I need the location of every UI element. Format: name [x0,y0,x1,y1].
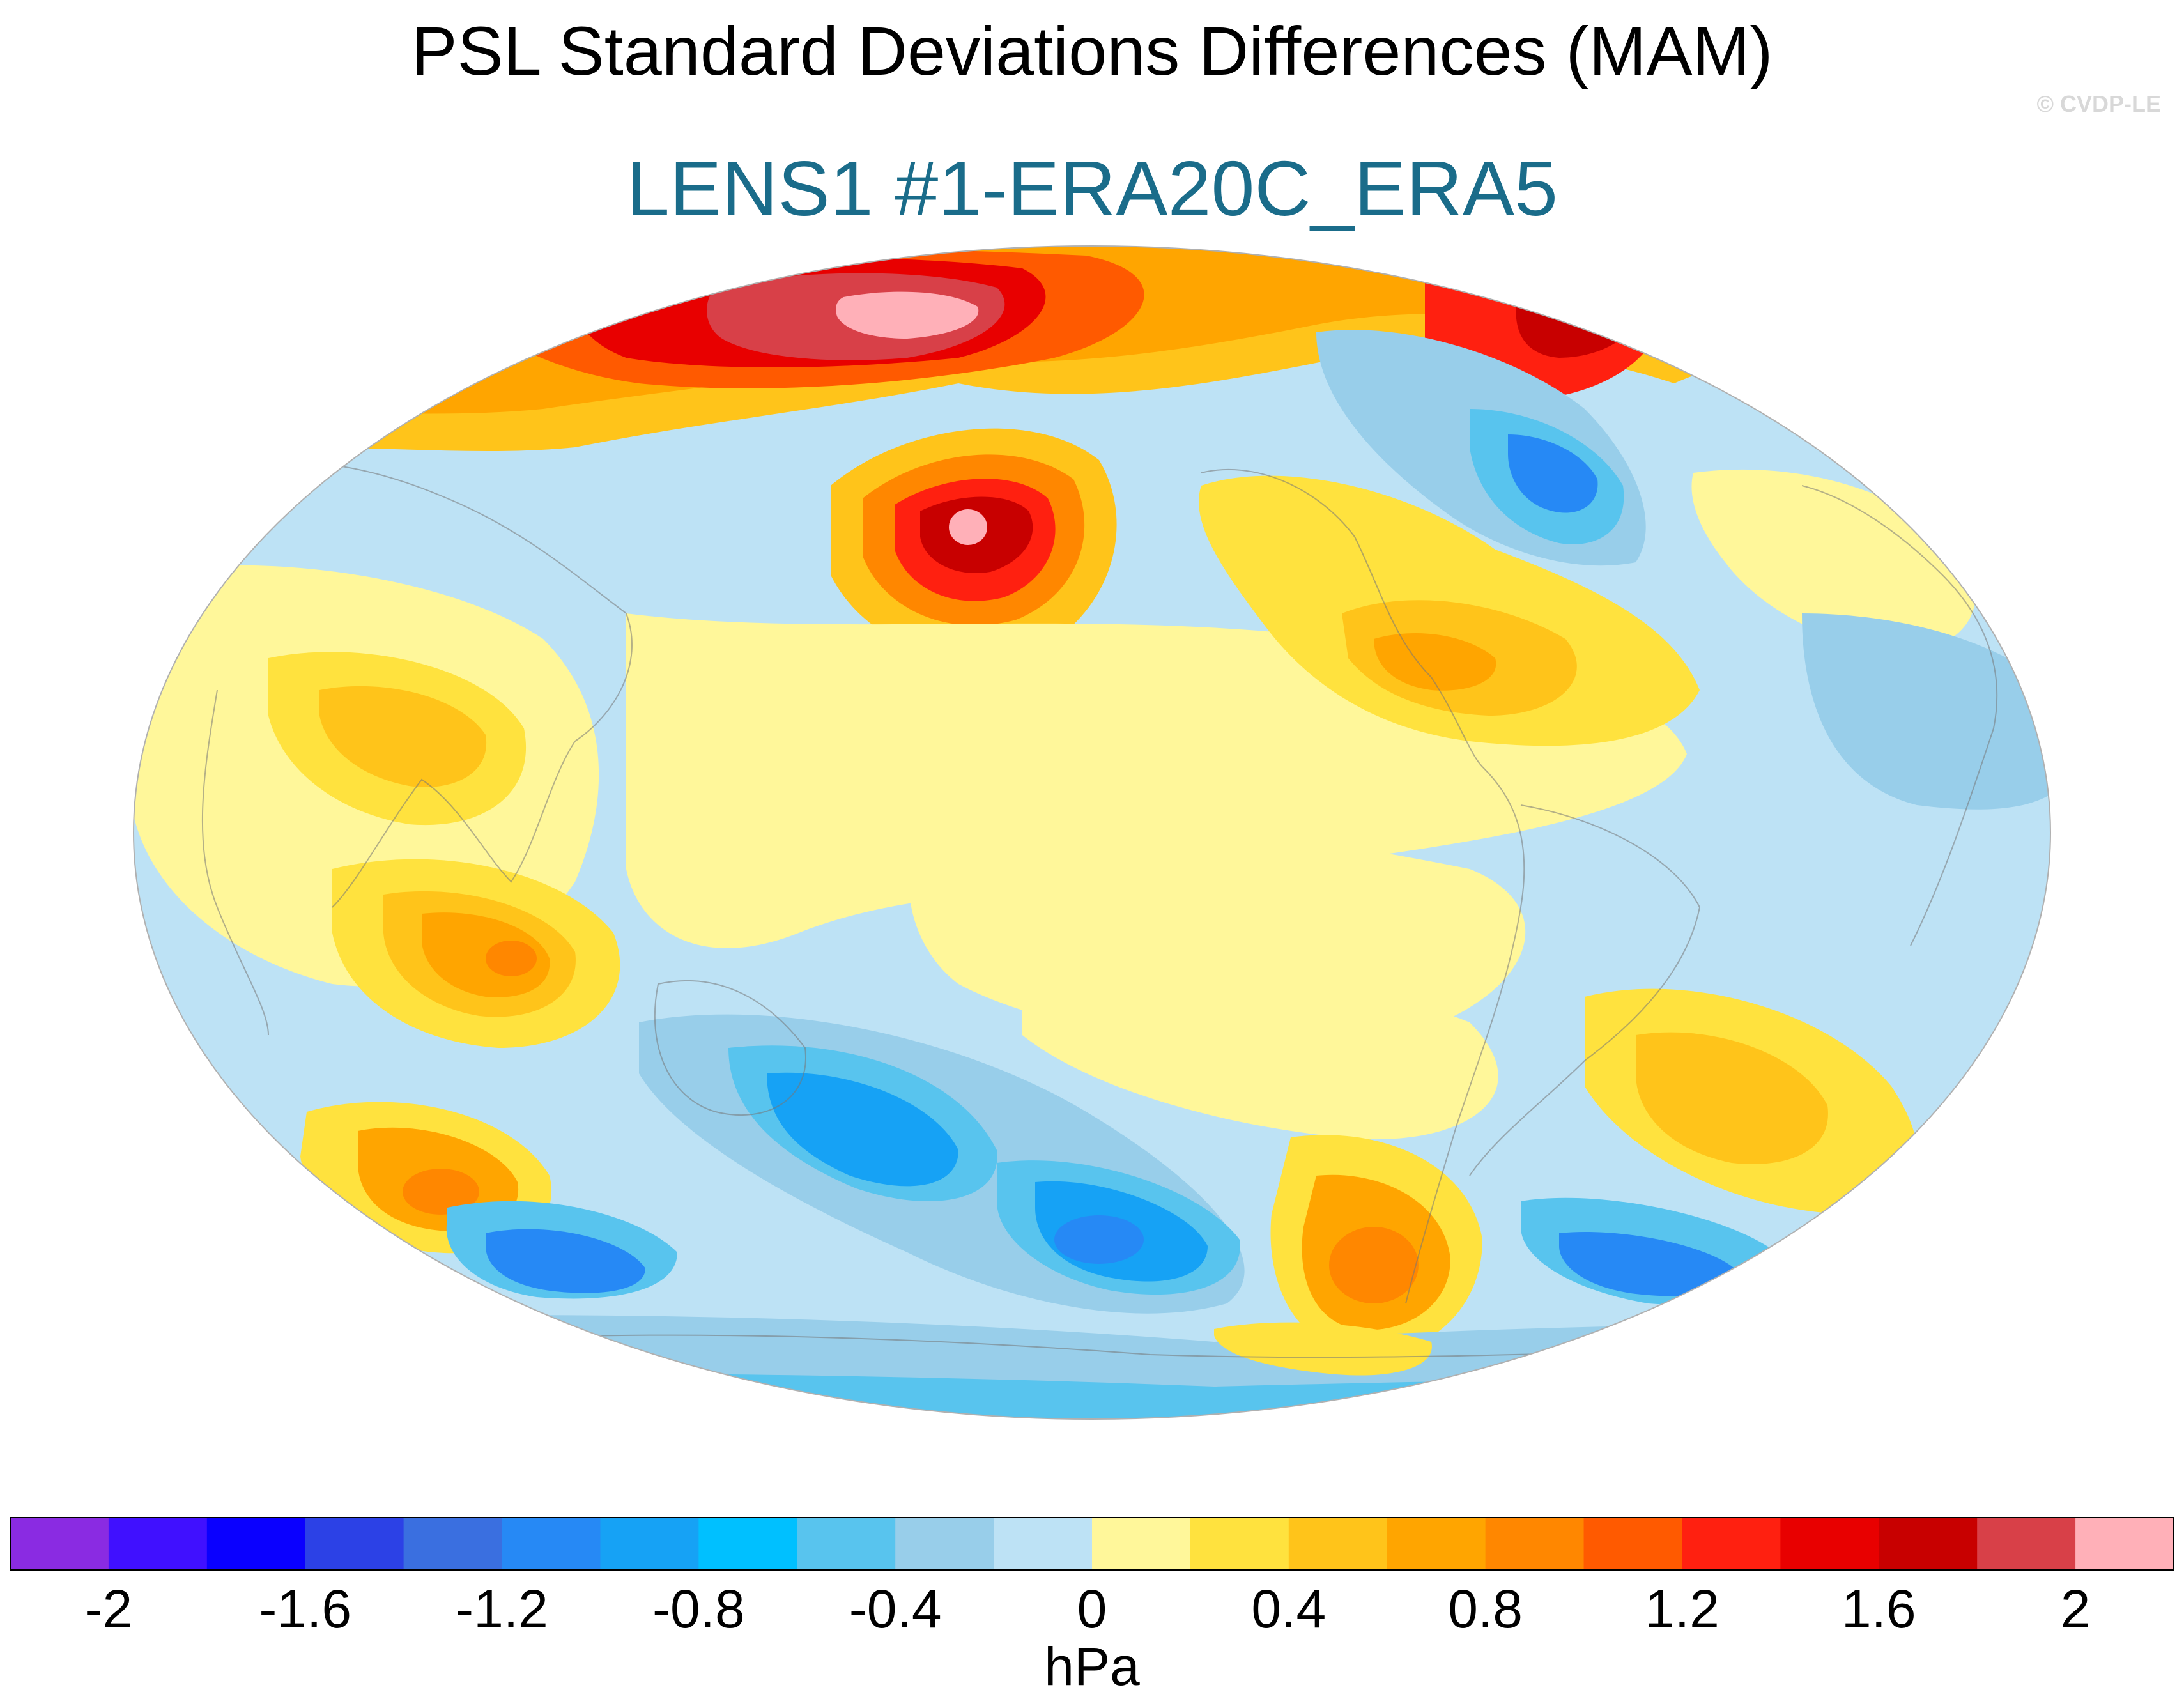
colorbar-tick-label: 0 [1077,1579,1107,1639]
colorbar-swatch [1190,1518,1289,1570]
field-gulf-core [1374,633,1496,691]
coast-south-america-west [1405,766,1525,1304]
colorbar-swatch [2075,1518,2174,1570]
coast-africa-east [201,689,269,1036]
coastlines [191,461,1998,1358]
colorbar-swatch [1387,1518,1486,1570]
field-asia-warm-3 [319,686,487,787]
field-indian-high-3 [422,912,550,997]
plot-subtitle: LENS1 #1-ERA20C_ERA5 [626,145,1558,232]
colorbar-swatch [600,1518,699,1570]
colorbar-swatch [1583,1518,1682,1570]
field-satl-high-3 [1329,1227,1419,1303]
field-saus-low-3 [767,1072,958,1187]
colorbar-swatch [1780,1518,1879,1570]
colorbar-tick-label: 1.2 [1645,1579,1719,1639]
colorbar-swatch [994,1518,1093,1570]
field-indian-high-4 [486,941,537,976]
field-south-pacific-yellow [1022,955,1498,1140]
coast-asia [191,461,633,908]
globe-outline [133,245,2051,1420]
colorbar-swatch [698,1518,797,1570]
coast-north-america [1201,468,1483,767]
colorbar-tick-label: 0.4 [1251,1579,1327,1639]
colorbar-swatch [108,1518,208,1570]
field-souocean-low-4 [486,1229,645,1293]
coast-europe-africa [1801,485,1998,946]
field-siberia-max-d [836,291,979,339]
copyright-text: © CVDP-LE [2036,91,2161,117]
colorbar-tick-label: -1.2 [456,1579,548,1639]
field-sindian-high-3 [403,1169,479,1215]
colorbar-swatch [1288,1518,1388,1570]
colorbar-tick-label: -1.6 [259,1579,352,1639]
colorbar-swatch [1485,1518,1585,1570]
colorbar-swatch [1977,1518,2076,1570]
contour-field [134,246,2050,1419]
colorbar-tick-label: -2 [84,1579,133,1639]
colorbar-swatch [403,1518,503,1570]
field-antarctic-warm [1214,1322,1432,1376]
colorbar-swatch [305,1518,404,1570]
colorbar-swatch [10,1518,109,1570]
colorbar-swatch [206,1518,306,1570]
colorbar-swatch [797,1518,896,1570]
coast-australia [654,980,806,1116]
colorbar-frame [10,1517,2174,1571]
colorbar-tick-label: -0.8 [652,1579,745,1639]
colorbar-swatch [1682,1518,1781,1570]
colorbar-tick-label: 2 [2060,1579,2091,1639]
coast-south-america-east [1469,804,1701,1176]
plot-title: PSL Standard Deviations Differences (MAM… [411,12,1773,89]
field-spac-low-3 [1054,1215,1144,1264]
colorbar-units: hPa [1044,1636,1140,1696]
colorbar-swatch [502,1518,601,1570]
colorbar-tick-label: 1.6 [1841,1579,1916,1639]
colorbar-tick-label: -0.4 [849,1579,942,1639]
colorbar [10,1517,2174,1571]
colorbar-swatch [895,1518,994,1570]
field-labrador-cool-3 [1508,434,1598,513]
field-npac-high-5 [949,509,987,545]
field-eatl-warm-2 [1636,1032,1828,1164]
field-souocean-low-2 [1559,1232,1739,1296]
colorbar-swatch [1092,1518,1191,1570]
colorbar-swatch [1879,1518,1978,1570]
colorbar-tick-label: 0.8 [1448,1579,1523,1639]
